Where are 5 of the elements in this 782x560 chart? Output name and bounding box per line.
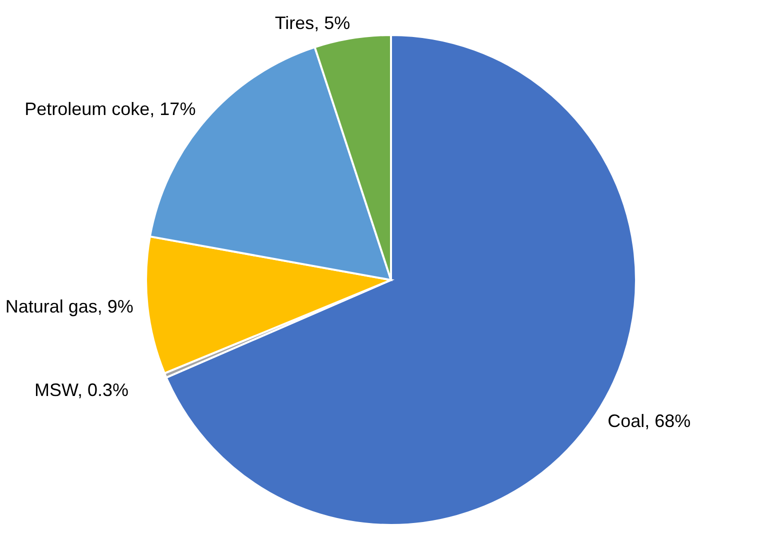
slice-label: Coal, 68% bbox=[608, 411, 691, 432]
slice-label: MSW, 0.3% bbox=[34, 380, 129, 400]
slice-label: Petroleum coke, 17% bbox=[24, 98, 196, 119]
slice-label: Natural gas, 9% bbox=[5, 296, 134, 316]
slice-label: Tires, 5% bbox=[274, 13, 350, 34]
